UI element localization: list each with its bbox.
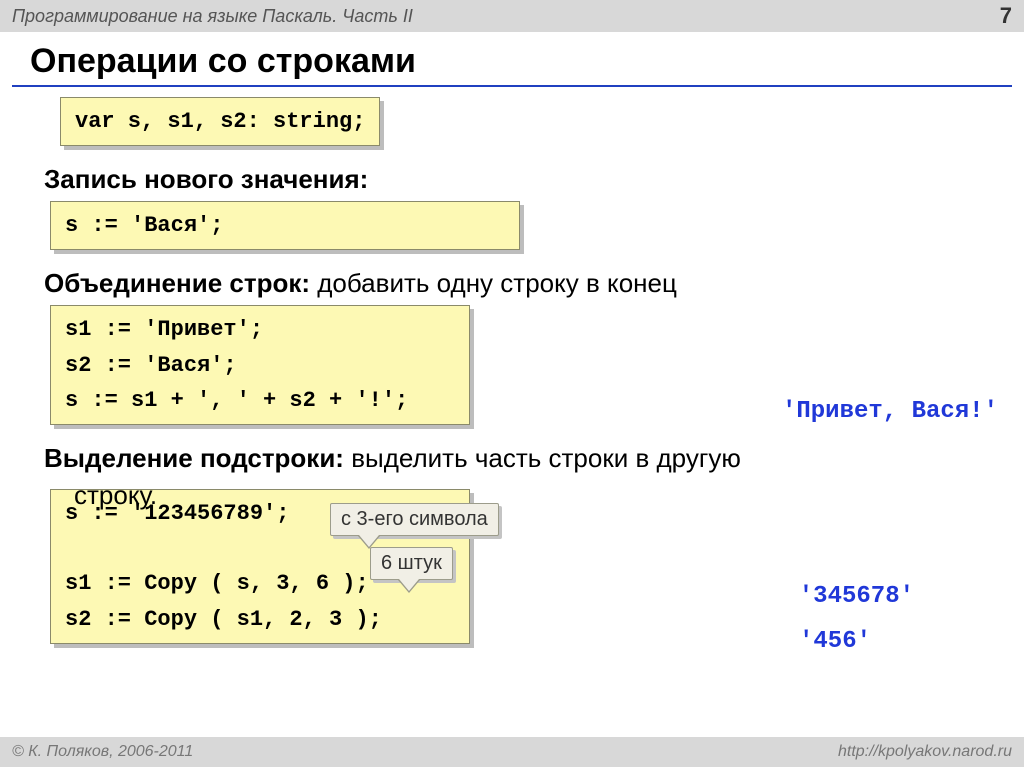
subhead-assign-text: Запись нового значения: bbox=[44, 164, 368, 194]
code-var-decl: var s, s1, s2: string; bbox=[60, 97, 380, 146]
page-number: 7 bbox=[1000, 3, 1012, 29]
footer-copyright: © К. Поляков, 2006-2011 bbox=[12, 743, 193, 761]
code-assign: s := 'Вася'; bbox=[50, 201, 520, 250]
callout-from-char: с 3-его символа bbox=[330, 503, 499, 536]
header-bar: Программирование на языке Паскаль. Часть… bbox=[0, 0, 1024, 32]
code-concat: s1 := 'Привет'; s2 := 'Вася'; s := s1 + … bbox=[50, 305, 470, 425]
subhead-assign: Запись нового значения: bbox=[44, 164, 994, 195]
subhead-concat: Объединение строк: добавить одну строку … bbox=[44, 268, 994, 299]
content-area: var s, s1, s2: string; Запись нового зна… bbox=[0, 97, 1024, 644]
result-copy2: '456' bbox=[799, 628, 871, 655]
subhead-concat-rest: добавить одну строку в конец bbox=[310, 268, 677, 298]
result-copy1: '345678' bbox=[799, 583, 914, 610]
result-concat: 'Привет, Вася!' bbox=[782, 398, 998, 425]
section-concat: Объединение строк: добавить одну строку … bbox=[40, 268, 994, 425]
section-substr: Выделение подстроки: выделить часть стро… bbox=[40, 443, 994, 644]
callout-count: 6 штук bbox=[370, 547, 453, 580]
breadcrumb: Программирование на языке Паскаль. Часть… bbox=[12, 6, 413, 27]
footer-url: http://kpolyakov.narod.ru bbox=[838, 743, 1012, 761]
page-title: Операции со строками bbox=[0, 32, 1024, 85]
subhead-substr-bold: Выделение подстроки: bbox=[44, 443, 344, 473]
subhead-substr-rest: выделить часть строки в другую bbox=[344, 443, 741, 473]
subhead-concat-bold: Объединение строк: bbox=[44, 268, 310, 298]
footer-bar: © К. Поляков, 2006-2011 http://kpolyakov… bbox=[0, 737, 1024, 767]
subhead-substr: Выделение подстроки: выделить часть стро… bbox=[44, 443, 994, 474]
title-divider bbox=[12, 85, 1012, 87]
